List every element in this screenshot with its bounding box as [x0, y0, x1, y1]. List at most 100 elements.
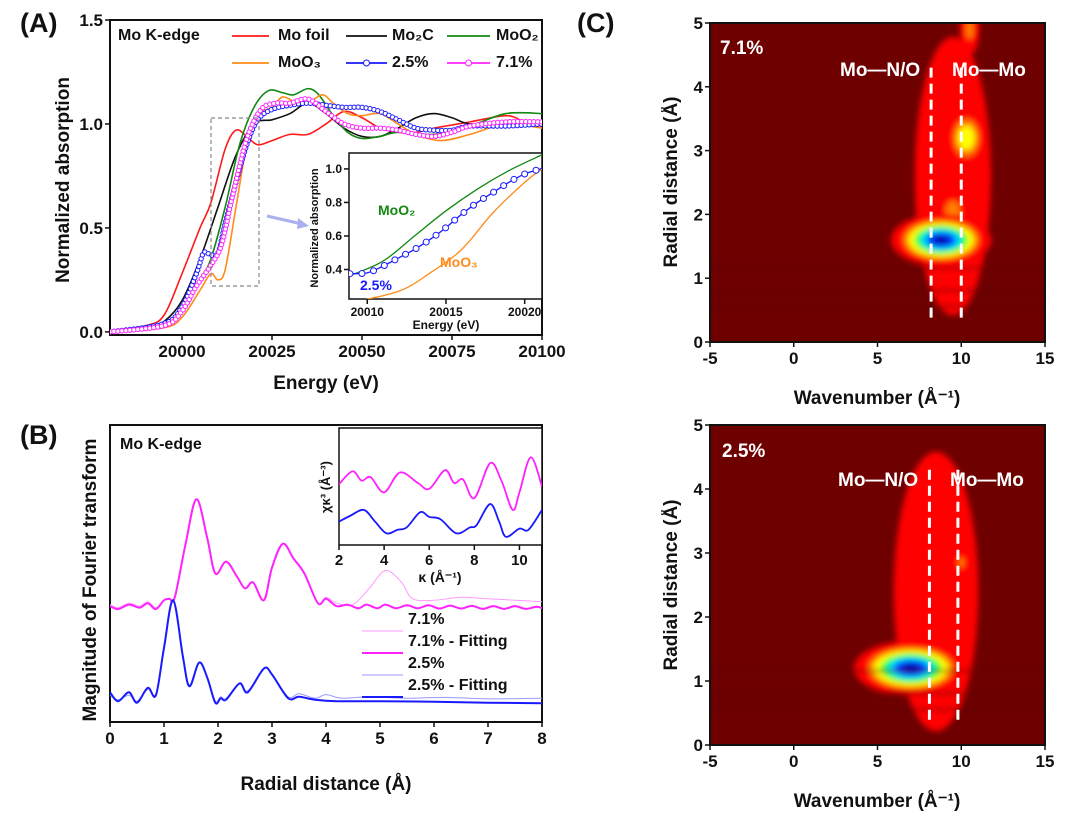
b-ylabel: Magnitude of Fourier transform	[80, 438, 101, 722]
c2-heatmap-band	[710, 691, 1045, 695]
a-inset-ytick-label: 1.0	[325, 162, 342, 176]
a-legend-mo-foil: Mo foil	[278, 27, 330, 44]
a-inset-series-group	[349, 154, 542, 299]
panel-label-a: (A)	[20, 8, 58, 38]
b-inset-xtick-label: 6	[425, 552, 433, 569]
a-legend-marker	[465, 59, 472, 67]
a-inset-ytick-label: 0.6	[325, 229, 342, 243]
c2-ytick-label: 2	[694, 608, 703, 627]
b-series-group	[110, 498, 542, 705]
a-ytick-label: 0.0	[79, 323, 103, 342]
a-inset-series-line	[364, 168, 542, 299]
c2-ytick-label: 0	[694, 736, 703, 755]
a-xtick-label: 20075	[428, 342, 475, 361]
a-inset-series-marker	[442, 224, 450, 232]
a-inset-ylabel: Normalized absorption	[309, 168, 321, 288]
c1-ytick-label: 4	[694, 78, 704, 97]
b-inset-series-line	[339, 456, 542, 511]
a-inset-xtick-label: 20010	[351, 305, 385, 319]
a-ytick-label: 1.5	[79, 11, 103, 30]
a-series-marker	[539, 119, 542, 125]
a-inset-ytick-label: 0.8	[325, 196, 342, 210]
c2-marker-mo-mo: Mo—Mo	[950, 470, 1024, 491]
c1-xtick-label: 10	[952, 349, 971, 368]
a-inset-series-marker	[391, 256, 399, 264]
a-legend-moo2: MoO₂	[496, 27, 539, 44]
c2-xtick-label: -5	[702, 752, 717, 771]
c1-heatmap-band	[710, 288, 1045, 292]
a-legend-moo3: MoO₃	[278, 54, 321, 71]
c2-ytick-label: 4	[694, 480, 704, 499]
b-inset-xtick-label: 10	[511, 552, 528, 569]
a-series-line	[110, 110, 542, 333]
a-xtick-label: 20100	[518, 342, 565, 361]
b-inset-xlabel: κ (Å⁻¹)	[418, 569, 462, 585]
a-inset-series-marker	[358, 270, 366, 278]
b-annotation: Mo K-edge	[120, 436, 202, 453]
b-xtick-label: 6	[429, 729, 438, 748]
b-inset-series-line	[339, 503, 542, 538]
c1-ytick-label: 0	[694, 333, 703, 352]
a-inset-label-moo2: MoO₂	[378, 202, 416, 218]
b-series-line	[110, 599, 542, 705]
b-legend-7-1: 7.1%	[408, 611, 445, 628]
a-inset-xlabel: Energy (eV)	[412, 318, 480, 332]
b-xtick-label: 3	[267, 729, 276, 748]
c2-xlabel: Wavenumber (Å⁻¹)	[793, 791, 961, 812]
a-inset-series-marker	[432, 231, 440, 239]
a-legend-2-5: 2.5%	[392, 54, 429, 71]
c1-marker-mo-n-o: Mo—N/O	[840, 60, 921, 81]
a-inset-label-moo3: MoO₃	[440, 254, 478, 270]
c2-xtick-label: 15	[1036, 752, 1055, 771]
c1-xtick-label: 15	[1036, 349, 1055, 368]
a-zoom-region-box	[210, 117, 260, 287]
c1-ylabel: Radial distance (Å)	[661, 96, 682, 268]
b-inset-bg	[339, 428, 542, 545]
b-inset-series-group	[339, 456, 542, 538]
b-series-line	[110, 498, 542, 611]
a-legend-marker	[363, 59, 370, 67]
a-xtick-label: 20050	[338, 342, 385, 361]
panel-label-c: (C)	[577, 8, 615, 38]
c2-ylabel: Radial distance (Å)	[661, 499, 682, 671]
a-inset-xtick-label: 20020	[508, 305, 542, 319]
a-xtick-label: 20000	[158, 342, 205, 361]
c1-xtick-label: 0	[789, 349, 798, 368]
a-inset-series-marker	[451, 216, 459, 224]
c1-ytick-label: 3	[694, 142, 703, 161]
a-inset-series-marker	[422, 238, 430, 246]
b-xtick-label: 7	[483, 729, 492, 748]
c2-ytick-label: 5	[694, 416, 703, 435]
a-zoom-arrowhead	[297, 218, 309, 229]
a-inset-ytick-label: 0.4	[325, 263, 342, 277]
c1-xtick-label: -5	[702, 349, 717, 368]
a-inset-label-2-5: 2.5%	[360, 277, 392, 293]
b-xtick-label: 4	[321, 729, 331, 748]
c2-heatmap-contour	[958, 557, 965, 568]
a-xtick-label: 20025	[248, 342, 295, 361]
b-xtick-label: 5	[375, 729, 384, 748]
a-legend-7-1: 7.1%	[496, 54, 533, 71]
panel-label-b: (B)	[20, 420, 58, 450]
a-annotation: Mo K-edge	[118, 27, 200, 44]
a-ylabel: Normalized absorption	[53, 77, 74, 283]
b-xtick-label: 1	[159, 729, 168, 748]
c1-heatmap-contour	[933, 235, 949, 244]
b-legend-2-5: 2.5%	[408, 655, 445, 672]
a-inset-series-marker	[500, 182, 508, 190]
c2-heatmap-band	[710, 707, 1045, 711]
b-inset-xtick-label: 2	[335, 552, 343, 569]
a-ytick-label: 0.5	[79, 219, 103, 238]
b-xtick-label: 0	[105, 729, 114, 748]
b-xtick-label: 8	[537, 729, 546, 748]
b-xtick-label: 2	[213, 729, 222, 748]
c2-xtick-label: 10	[952, 752, 971, 771]
b-legend-2-5-fit: 2.5% - Fitting	[408, 677, 508, 694]
a-inset-series-marker	[470, 201, 478, 209]
a-inset-series-marker	[370, 267, 378, 275]
c1-heatmap-contour	[965, 23, 974, 39]
a-inset-xtick-label: 20015	[429, 305, 463, 319]
c1-sample-label: 7.1%	[720, 38, 764, 59]
c2-xtick-label: 0	[789, 752, 798, 771]
